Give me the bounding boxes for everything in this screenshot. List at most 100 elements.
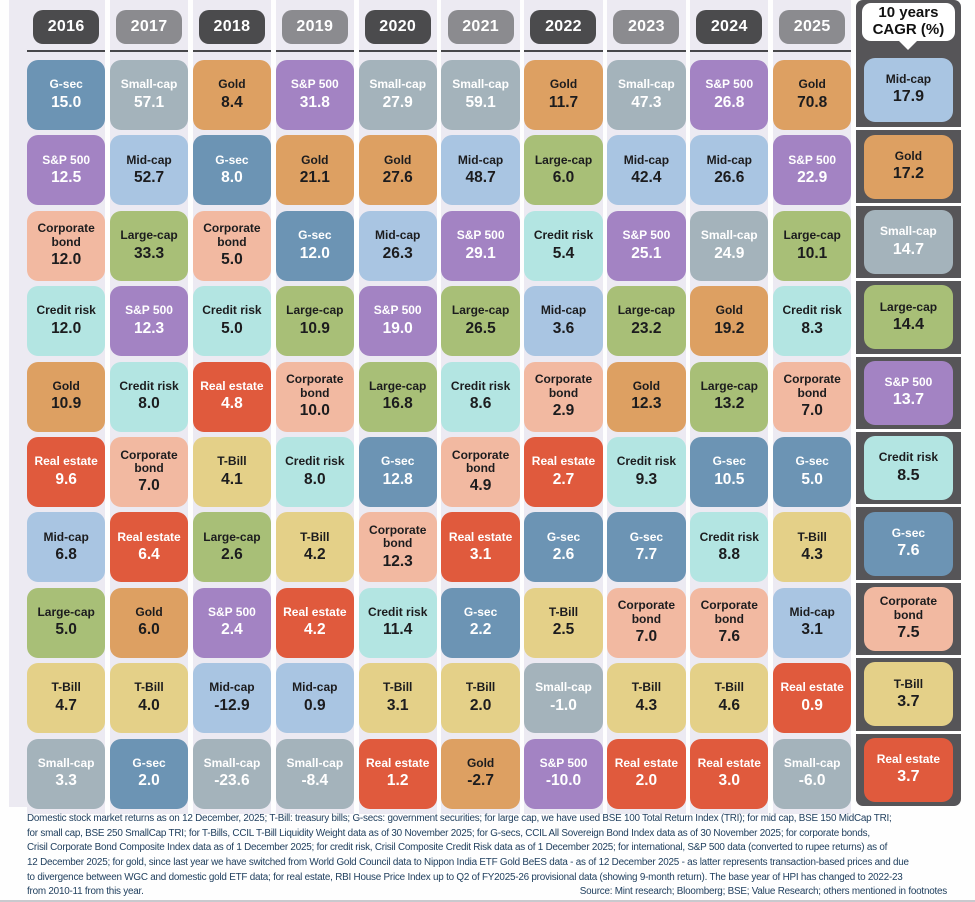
return-cell-g-sec: G-sec 2.2 xyxy=(441,587,520,658)
asset-value: 12.0 xyxy=(299,244,330,262)
asset-value: 4.7 xyxy=(55,696,77,714)
asset-label: Credit risk xyxy=(878,450,939,465)
cell-slot: Gold 19.2 xyxy=(690,286,769,361)
asset-label: Corporate bond xyxy=(879,594,938,622)
return-cell-corporate-bond: Corporate bond 12.3 xyxy=(358,512,437,583)
return-cell-corporate-bond: Corporate bond 7.0 xyxy=(607,587,686,658)
asset-value: 10.1 xyxy=(797,244,828,262)
return-cell-g-sec: G-sec 2.6 xyxy=(524,512,603,583)
return-cell-large-cap: Large-cap 2.6 xyxy=(192,512,272,583)
return-cell-g-sec: G-sec 10.5 xyxy=(690,436,769,507)
asset-label: Small-cap xyxy=(37,755,95,770)
asset-value: 2.9 xyxy=(552,402,575,419)
return-cell-s-p-500: S&P 500 12.5 xyxy=(27,135,106,206)
return-cell-small-cap: Small-cap 3.3 xyxy=(27,738,106,809)
asset-value: 26.5 xyxy=(465,319,496,337)
cell-slot: Real estate 9.6 xyxy=(27,436,106,512)
footnote: Domestic stock market returns as on 12 D… xyxy=(27,812,947,900)
asset-value: 12.3 xyxy=(382,552,413,570)
cell-slot: Gold 70.8 xyxy=(773,60,852,135)
asset-label: Gold xyxy=(52,378,80,393)
asset-value: 8.5 xyxy=(897,466,920,484)
return-cell-gold: Gold 27.6 xyxy=(358,135,437,206)
asset-value: 6.0 xyxy=(138,621,160,639)
asset-value: 14.7 xyxy=(892,240,924,258)
return-cell-gold: Gold 21.1 xyxy=(275,135,354,206)
asset-value: 2.4 xyxy=(221,621,243,639)
asset-label: T-Bill xyxy=(797,529,827,544)
year-column-2024: 2024 S&P 500 26.8 Mid-cap 26.6 Small-cap 24.9 G… xyxy=(690,0,769,814)
asset-label: G-sec xyxy=(298,228,332,243)
asset-value: 3.1 xyxy=(386,696,409,714)
cell-slot: Mid-cap 26.6 xyxy=(690,135,769,210)
cell-slot: T-Bill 4.3 xyxy=(607,663,686,738)
return-cell-s-p-500: S&P 500 22.9 xyxy=(773,135,852,206)
asset-value: 8.3 xyxy=(801,319,823,337)
cell-slot: G-sec 15.0 xyxy=(27,60,106,135)
return-cell-s-p-500: S&P 500 26.8 xyxy=(690,60,769,130)
asset-value: 17.2 xyxy=(892,165,924,183)
year-column-2023: 2023 Small-cap 47.3 Mid-cap 42.4 S&P 500 25.1 L… xyxy=(607,0,686,814)
return-cell-t-bill: T-Bill 4.2 xyxy=(275,512,354,583)
return-cell-mid-cap: Mid-cap 26.6 xyxy=(690,135,769,206)
year-header-2021: 2021 xyxy=(447,10,514,44)
return-cell-large-cap: Large-cap 16.8 xyxy=(358,361,437,432)
asset-label: Real estate xyxy=(283,605,347,620)
cell-slot: Mid-cap 48.7 xyxy=(441,135,520,210)
cell-slot: T-Bill 3.1 xyxy=(358,663,437,738)
cagr-slot: Real estate 3.7 xyxy=(855,730,961,806)
asset-label: Real estate xyxy=(697,755,761,770)
asset-label: Small-cap xyxy=(880,224,937,239)
footnote-line: Crisil Corporate Bond Composite Index da… xyxy=(27,842,888,854)
asset-label: Corporate bond xyxy=(617,598,676,626)
asset-label: Real estate xyxy=(531,454,596,469)
return-cell-real-estate: Real estate 3.0 xyxy=(690,738,769,809)
return-cell-credit-risk: Credit risk 11.4 xyxy=(358,587,437,658)
return-cell-gold: Gold -2.7 xyxy=(441,738,520,809)
asset-label: G-sec xyxy=(49,77,83,92)
asset-value: -10.0 xyxy=(545,772,582,790)
asset-label: Large-cap xyxy=(617,303,676,318)
return-cell-t-bill: T-Bill 4.3 xyxy=(607,663,686,734)
return-cell-large-cap: Large-cap 10.9 xyxy=(275,286,354,357)
year-column-2021: 2021 Small-cap 59.1 Mid-cap 48.7 S&P 500 29.1 L… xyxy=(441,0,520,814)
cagr-header-bubble: 10 years CAGR (%) xyxy=(861,3,955,41)
cell-slot: Small-cap 24.9 xyxy=(690,210,769,286)
asset-label: T-Bill xyxy=(893,676,924,691)
return-cell-small-cap: Small-cap -8.4 xyxy=(275,738,354,809)
return-cell-real-estate: Real estate 9.6 xyxy=(27,436,106,507)
cell-slot: Credit risk 8.3 xyxy=(773,286,852,361)
year-column-2025: 2025 Gold 70.8 S&P 500 22.9 Large-cap 10.1 Cred… xyxy=(773,0,852,814)
return-cell-mid-cap: Mid-cap 0.9 xyxy=(275,663,354,734)
return-cell-small-cap: Small-cap -6.0 xyxy=(773,738,852,809)
asset-label: G-sec xyxy=(132,755,166,770)
asset-value: 6.0 xyxy=(552,169,575,187)
asset-value: 7.6 xyxy=(718,628,741,646)
asset-value: 19.0 xyxy=(382,319,413,337)
asset-value: 4.2 xyxy=(304,621,326,639)
asset-value: 3.0 xyxy=(718,772,741,790)
asset-value: 2.0 xyxy=(635,772,658,790)
return-cell-g-sec: G-sec 8.0 xyxy=(192,135,272,206)
asset-label: Mid-cap xyxy=(209,680,255,695)
return-cell-mid-cap: Mid-cap 3.6 xyxy=(524,286,603,357)
asset-value: 2.6 xyxy=(221,546,243,564)
asset-value: 12.5 xyxy=(51,169,82,187)
asset-label: Corporate bond xyxy=(783,372,841,400)
source-credit: Source: Mint research; Bloomberg; BSE; V… xyxy=(579,886,947,898)
cagr-slot: Gold 17.2 xyxy=(855,127,961,202)
cell-slot: Credit risk 8.8 xyxy=(690,512,769,587)
asset-value: -1.0 xyxy=(550,696,577,714)
footnote-line: for small cap, BSE 250 SmallCap TRI; for… xyxy=(27,827,870,839)
asset-label: Large-cap xyxy=(879,299,938,314)
cell-slot: Corporate bond 2.9 xyxy=(524,361,603,437)
asset-label: Mid-cap xyxy=(789,605,835,620)
asset-label: G-sec xyxy=(215,152,249,167)
return-cell-small-cap: Small-cap 57.1 xyxy=(109,60,189,130)
cell-slot: Corporate bond 12.3 xyxy=(358,512,437,587)
cell-slot: Large-cap 6.0 xyxy=(524,135,603,210)
cell-slot: Small-cap 3.3 xyxy=(27,738,106,814)
asset-label: S&P 500 xyxy=(373,303,422,318)
asset-value: -12.9 xyxy=(214,696,250,714)
